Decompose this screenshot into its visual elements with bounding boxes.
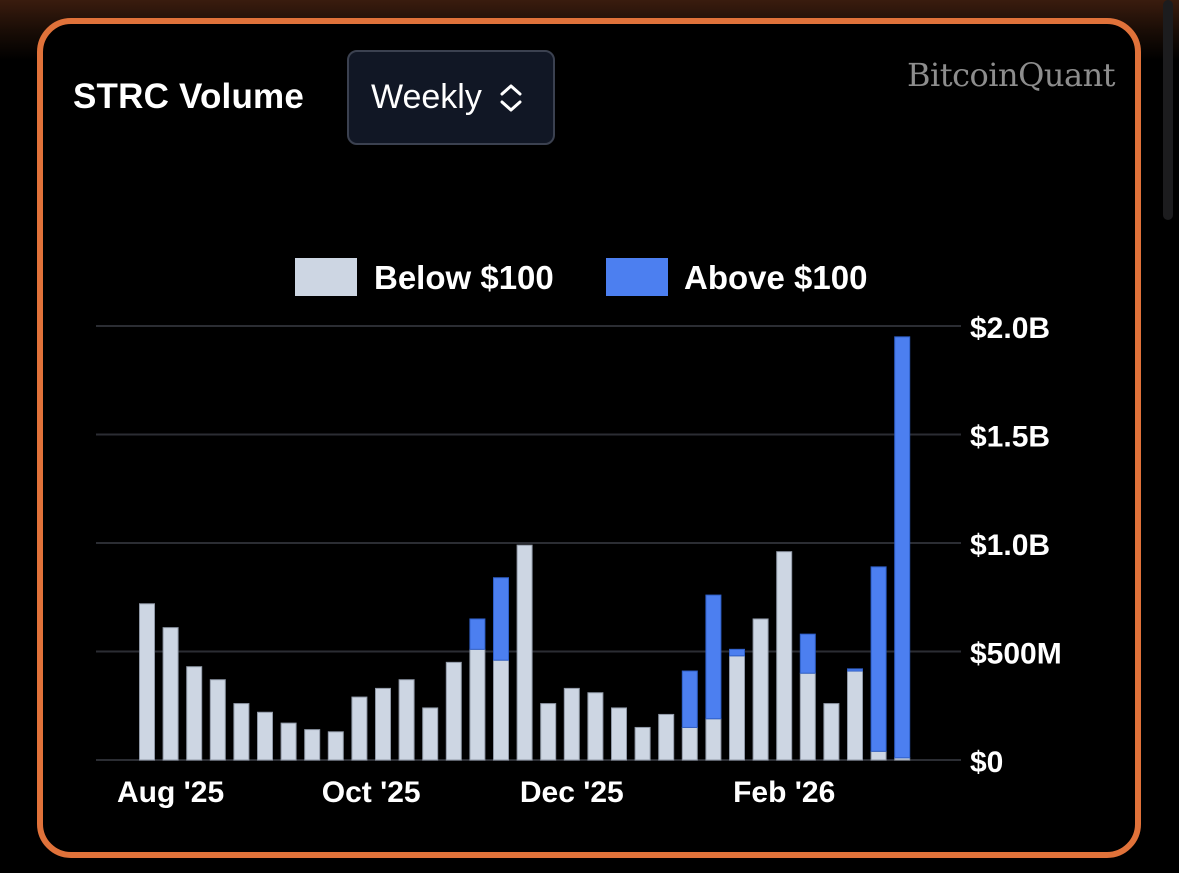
bar-below xyxy=(823,703,840,761)
bar-above xyxy=(493,577,509,661)
bar-above xyxy=(681,670,698,728)
x-tick-label: Dec '25 xyxy=(520,776,624,809)
bar-below xyxy=(847,670,863,761)
bar-below xyxy=(162,627,179,761)
bar-above xyxy=(729,648,745,657)
bar-below xyxy=(516,544,533,761)
bar-below xyxy=(422,707,439,761)
bar-below xyxy=(681,726,698,761)
x-tick-label: Feb '26 xyxy=(733,776,835,809)
bar-below xyxy=(139,603,155,761)
bar-above xyxy=(894,336,911,759)
y-tick-label: $1.5B xyxy=(970,421,1050,454)
bar-above xyxy=(705,594,722,720)
bar-below xyxy=(634,726,651,761)
legend-swatch-below[interactable] xyxy=(295,258,357,296)
legend-label-below[interactable]: Below $100 xyxy=(374,259,554,296)
bar-above xyxy=(469,618,486,650)
x-tick-label: Oct '25 xyxy=(322,776,421,809)
bar-below xyxy=(563,687,580,761)
brand-logo: BitcoinQuant xyxy=(907,56,1116,94)
interval-select[interactable]: Weekly xyxy=(347,50,555,145)
bar-below xyxy=(375,687,391,761)
bar-below xyxy=(327,731,344,761)
bar-below xyxy=(304,729,321,761)
bar-above xyxy=(847,668,863,672)
bar-below xyxy=(870,750,887,761)
y-tick-label: $2.0B xyxy=(970,312,1050,345)
bar-below xyxy=(469,648,486,761)
y-tick-label: $0 xyxy=(970,746,1003,779)
scrollbar[interactable] xyxy=(1163,0,1173,220)
x-tick-label: Aug '25 xyxy=(117,776,224,809)
bar-below xyxy=(587,692,604,761)
bar-below xyxy=(257,711,273,761)
bar-below xyxy=(540,703,557,761)
bar-below xyxy=(398,679,415,761)
interval-select-value: Weekly xyxy=(371,78,482,116)
y-tick-label: $1.0B xyxy=(970,529,1050,562)
bar-below xyxy=(280,722,297,761)
bar-above xyxy=(870,566,887,752)
y-tick-label: $500M xyxy=(970,638,1062,671)
bar-below xyxy=(233,703,250,761)
bar-below xyxy=(705,718,722,761)
bar-below xyxy=(752,618,769,761)
legend-label-above[interactable]: Above $100 xyxy=(684,259,868,296)
bar-below xyxy=(493,659,509,761)
legend-swatch-above[interactable] xyxy=(606,258,668,296)
bar-below xyxy=(186,666,203,761)
bar-below xyxy=(209,679,226,761)
bar-below xyxy=(799,672,816,761)
chart-title: STRC Volume xyxy=(73,77,305,116)
bar-below xyxy=(729,655,745,761)
bar-below xyxy=(611,707,627,761)
bar-below xyxy=(658,713,675,761)
chevron-up-down-icon xyxy=(500,84,522,111)
bar-below xyxy=(445,661,462,761)
bar-below xyxy=(776,551,793,761)
bar-below xyxy=(351,696,368,761)
bar-above xyxy=(799,633,816,674)
